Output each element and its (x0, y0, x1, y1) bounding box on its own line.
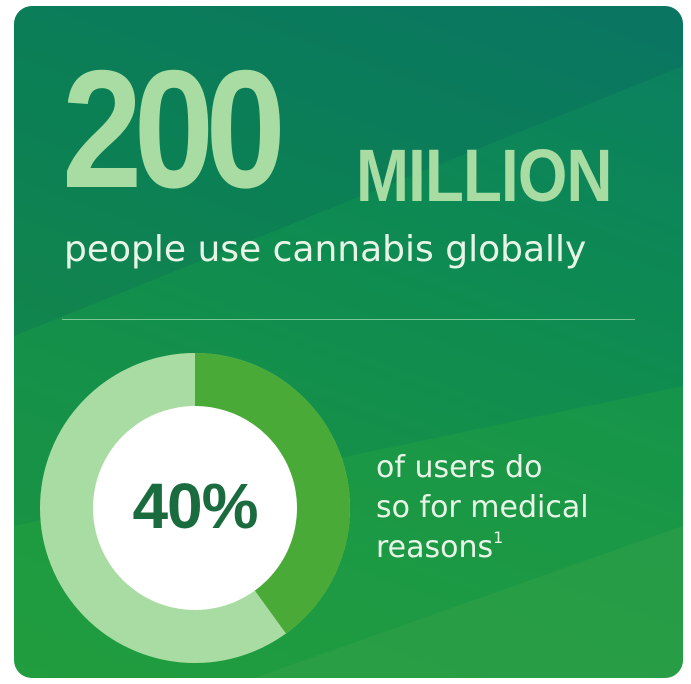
caption-line-3-text: reasons (376, 530, 494, 565)
stat-caption: of users do so for medical reasons1 (376, 448, 656, 568)
headline-unit: MILLION (356, 134, 612, 217)
donut-filled-arc (40, 353, 350, 663)
caption-line-3: reasons1 (376, 528, 656, 568)
footnote-marker: 1 (493, 528, 504, 547)
headline-number: 200 (62, 35, 286, 223)
donut-center (93, 406, 297, 610)
donut-chart (40, 353, 350, 663)
caption-line-1: of users do (376, 450, 543, 485)
headline-subtitle: people use cannabis globally (64, 229, 587, 270)
divider-line (62, 319, 635, 320)
percent-label: 40% (132, 470, 258, 542)
caption-line-2: so for medical (376, 490, 589, 525)
